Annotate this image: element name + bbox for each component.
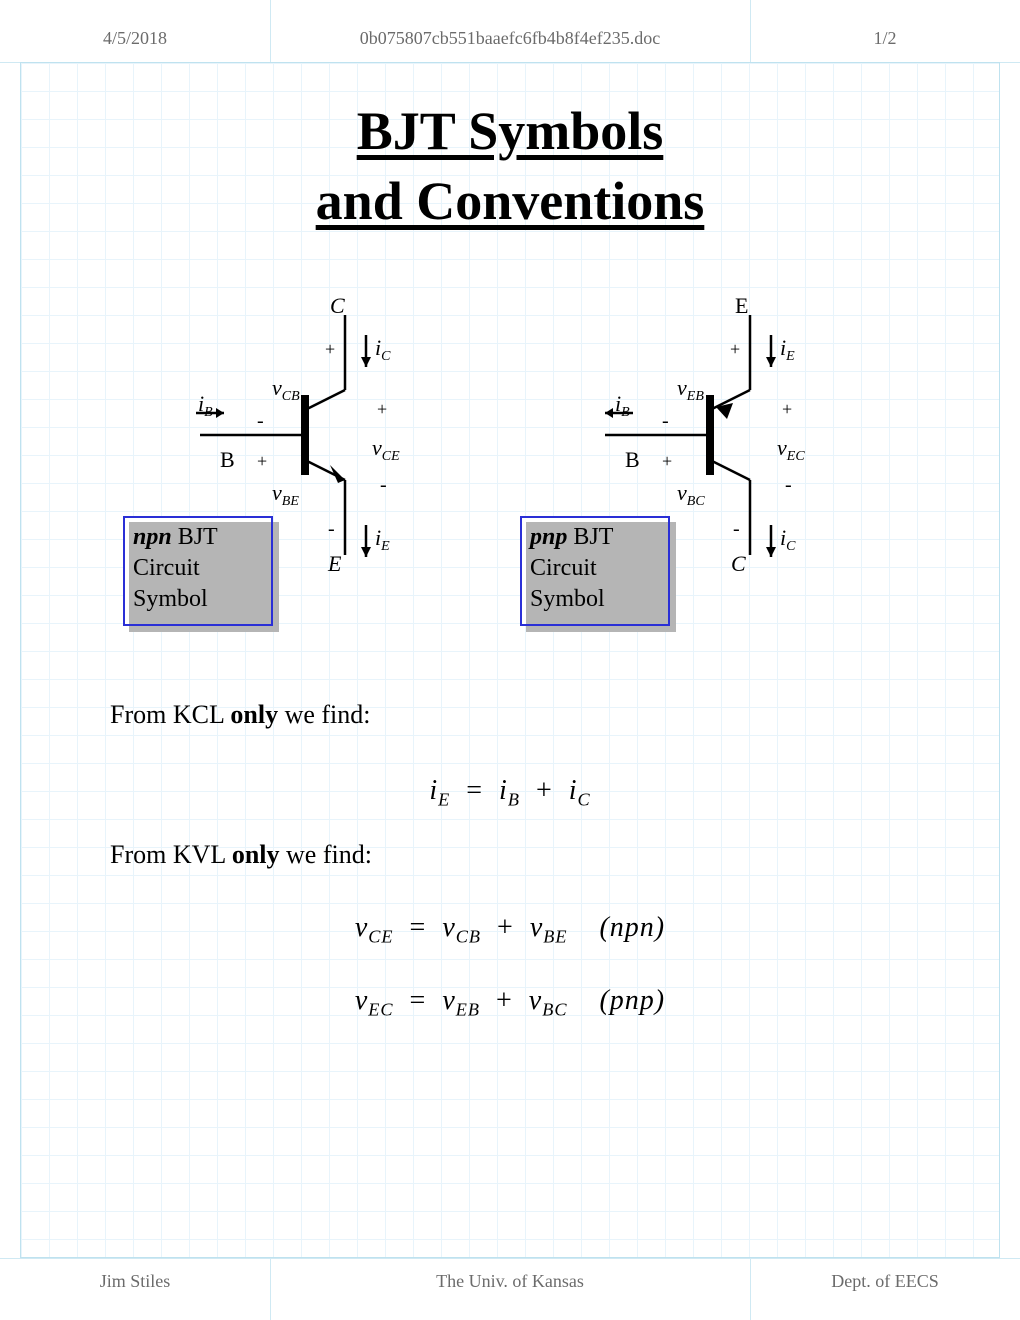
npn-label-box: npn BJT Circuit Symbol (123, 516, 273, 626)
eq-kvl-pnp: vEC = vEB + vBC (pnp) (0, 985, 1020, 1021)
grid-paper (20, 62, 1000, 1258)
footer-right: Dept. of EECS (750, 1271, 1020, 1292)
pnp-label-box: pnp BJT Circuit Symbol (520, 516, 670, 626)
svg-text:vEB: vEB (677, 375, 704, 404)
page-title: BJT Symbols and Conventions (0, 100, 1020, 232)
npn-B: B (220, 447, 235, 472)
eq-kcl: iE = iB + iC (0, 775, 1020, 811)
svg-text:+: + (662, 451, 672, 471)
svg-text:iC: iC (780, 525, 796, 554)
svg-text:-: - (380, 474, 387, 496)
svg-text:+: + (377, 399, 387, 419)
npn-box-italic: npn (133, 524, 172, 550)
header-date: 4/5/2018 (0, 28, 270, 49)
pnp-B: B (625, 447, 640, 472)
title-line1: BJT Symbols (357, 100, 664, 162)
eq-kvl-npn: vCE = vCB + vBE (npn) (0, 912, 1020, 948)
page: 4/5/2018 0b075807cb551baaefc6fb4b8f4ef23… (0, 0, 1020, 1320)
npn-E: E (327, 551, 342, 576)
pnp-box-italic: pnp (530, 524, 567, 550)
npn-C: C (330, 295, 345, 318)
svg-text:vBC: vBC (677, 480, 705, 509)
pnp-E: E (735, 295, 748, 318)
footer-left: Jim Stiles (0, 1271, 270, 1292)
page-header: 4/5/2018 0b075807cb551baaefc6fb4b8f4ef23… (0, 28, 1020, 49)
guide-h2 (0, 1258, 1020, 1259)
svg-text:iB: iB (198, 391, 213, 420)
svg-text:vEC: vEC (777, 435, 805, 464)
header-page: 1/2 (750, 28, 1020, 49)
footer-mid: The Univ. of Kansas (270, 1271, 750, 1292)
svg-text:+: + (325, 339, 335, 359)
page-footer: Jim Stiles The Univ. of Kansas Dept. of … (0, 1271, 1020, 1292)
svg-text:-: - (662, 410, 669, 432)
svg-text:+: + (730, 339, 740, 359)
svg-text:-: - (785, 474, 792, 496)
svg-text:+: + (782, 399, 792, 419)
header-file: 0b075807cb551baaefc6fb4b8f4ef235.doc (270, 28, 750, 49)
title-line2: and Conventions (316, 170, 705, 232)
svg-text:vCE: vCE (372, 435, 400, 464)
svg-text:iC: iC (375, 335, 391, 364)
svg-text:-: - (328, 518, 335, 540)
svg-text:-: - (733, 518, 740, 540)
svg-text:-: - (257, 410, 264, 432)
svg-text:vCB: vCB (272, 375, 300, 404)
svg-text:vBE: vBE (272, 480, 299, 509)
svg-text:iE: iE (780, 335, 795, 364)
svg-text:iE: iE (375, 525, 390, 554)
pnp-C: C (731, 551, 746, 576)
kcl-text: From KCL only we find: (110, 700, 371, 730)
svg-text:iB: iB (615, 391, 630, 420)
kvl-text: From KVL only we find: (110, 840, 372, 870)
svg-text:+: + (257, 451, 267, 471)
